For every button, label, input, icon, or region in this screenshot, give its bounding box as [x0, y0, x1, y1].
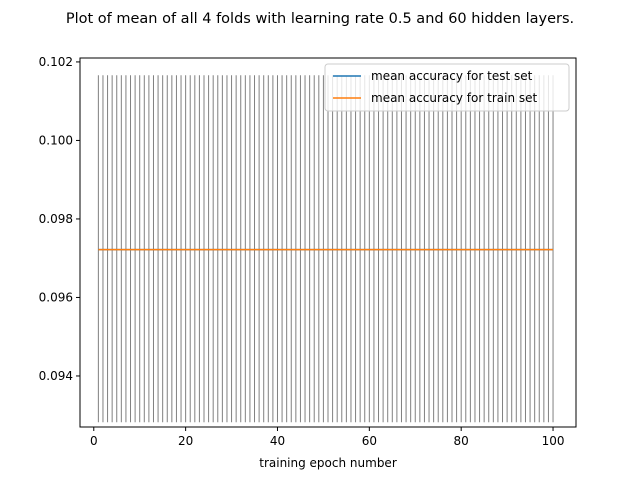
plot-area-frame: [79, 57, 577, 428]
legend: mean accuracy for test set mean accuracy…: [324, 63, 570, 112]
y-tick-label: 0.100: [39, 133, 73, 147]
x-axis-label: training epoch number: [259, 456, 397, 470]
error-bars-group: [97, 75, 554, 423]
y-tick-label: 0.096: [39, 290, 73, 304]
x-tick-label: 100: [542, 434, 565, 448]
x-tick-label: 20: [178, 434, 193, 448]
y-tick-label: 0.102: [39, 55, 73, 69]
y-tick-label: 0.094: [39, 369, 73, 383]
legend-label-train: mean accuracy for train set: [371, 91, 537, 105]
legend-box: [324, 63, 570, 112]
y-axis-ticks: 0.094 0.096 0.098 0.100 0.102: [39, 55, 80, 383]
x-tick-label: 80: [454, 434, 469, 448]
x-tick-label: 40: [270, 434, 285, 448]
y-tick-label: 0.098: [39, 212, 73, 226]
legend-label-test: mean accuracy for test set: [371, 69, 533, 83]
x-tick-label: 60: [362, 434, 377, 448]
x-axis-ticks: 0 20 40 60 80 100: [90, 427, 565, 448]
x-tick-label: 0: [90, 434, 98, 448]
chart-title: Plot of mean of all 4 folds with learnin…: [66, 11, 574, 27]
